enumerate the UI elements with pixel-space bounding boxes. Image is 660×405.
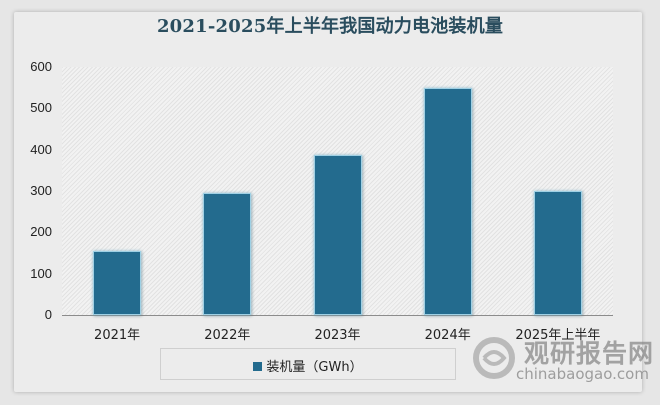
x-tick-label: 2025年上半年 bbox=[515, 328, 601, 343]
bar bbox=[423, 88, 472, 315]
chart-title: 2021-2025年上半年我国动力电池装机量 bbox=[156, 16, 504, 37]
x-tick-label: 2023年 bbox=[314, 328, 361, 343]
x-axis-line bbox=[62, 315, 613, 316]
legend: 装机量（GWh） bbox=[160, 348, 456, 380]
legend-swatch-icon bbox=[253, 362, 263, 371]
x-tick-label: 2022年 bbox=[204, 328, 251, 343]
y-tick-label: 200 bbox=[30, 224, 52, 240]
x-tick-label: 2024年 bbox=[424, 328, 471, 343]
watermark-name: 观研报告网 bbox=[524, 339, 655, 368]
bar bbox=[93, 251, 142, 315]
y-tick-label: 100 bbox=[30, 265, 52, 281]
legend-label: 装机量（GWh） bbox=[266, 360, 363, 375]
x-tick-label: 2021年 bbox=[94, 328, 141, 343]
bar bbox=[533, 191, 582, 315]
y-tick-label: 600 bbox=[30, 59, 52, 74]
watermark-url: chinabaogao.com bbox=[516, 365, 649, 383]
bar bbox=[203, 193, 252, 315]
y-tick-label: 400 bbox=[30, 141, 52, 157]
y-tick-label: 0 bbox=[44, 307, 52, 322]
watermark-logo-icon bbox=[473, 337, 515, 379]
y-tick-label: 500 bbox=[30, 100, 52, 116]
bar bbox=[313, 154, 362, 315]
y-tick-label: 300 bbox=[30, 183, 52, 198]
